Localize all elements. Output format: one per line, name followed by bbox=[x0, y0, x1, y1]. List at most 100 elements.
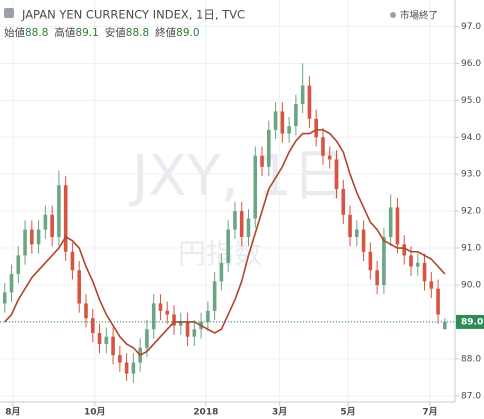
candle-body bbox=[233, 211, 237, 230]
candle-body bbox=[375, 270, 379, 285]
candle-body bbox=[23, 229, 27, 256]
candle-body bbox=[9, 273, 14, 293]
candle-body bbox=[361, 229, 366, 252]
x-tick-label: 5月 bbox=[340, 407, 355, 418]
y-tick-label: 92.0 bbox=[461, 207, 481, 217]
candle-body bbox=[131, 362, 136, 374]
candle-body bbox=[50, 214, 54, 237]
candle-body bbox=[287, 126, 291, 134]
candle-body bbox=[172, 314, 176, 326]
candle-body bbox=[260, 155, 264, 167]
candle-body bbox=[36, 229, 41, 245]
y-tick-label: 88.0 bbox=[461, 354, 481, 364]
candle-body bbox=[415, 262, 420, 267]
x-tick-label: 10月 bbox=[84, 407, 106, 418]
candle-body bbox=[43, 214, 48, 230]
candle-body bbox=[206, 310, 210, 322]
candle-body bbox=[395, 207, 400, 245]
candle-body bbox=[30, 229, 34, 245]
candle-body bbox=[226, 229, 230, 263]
marks bbox=[0, 63, 455, 383]
candle-body bbox=[443, 321, 447, 330]
candle-body bbox=[2, 292, 7, 304]
candle-body bbox=[294, 104, 298, 127]
candle-body bbox=[355, 229, 359, 237]
candle-body bbox=[185, 321, 190, 337]
x-tick-label: 8月 bbox=[5, 407, 20, 418]
last-price-badge bbox=[456, 314, 484, 329]
candle-body bbox=[341, 188, 346, 215]
candle-body bbox=[70, 251, 75, 271]
header-value: 89.0 bbox=[176, 27, 199, 39]
candle-body bbox=[90, 318, 95, 333]
header-label: 終値 bbox=[155, 26, 176, 39]
candle-body bbox=[118, 355, 122, 363]
candle-body bbox=[280, 111, 285, 134]
candle-body bbox=[402, 244, 407, 256]
y-tick-label: 91.0 bbox=[461, 244, 481, 254]
candle-body bbox=[253, 155, 258, 219]
header-label: 始値 bbox=[4, 26, 25, 39]
candle-body bbox=[178, 321, 183, 326]
candle-body bbox=[77, 270, 82, 304]
candle-body bbox=[429, 281, 434, 289]
moving-average bbox=[4, 129, 446, 357]
flag-icon bbox=[4, 8, 14, 18]
candle-body bbox=[307, 85, 312, 119]
candle-body bbox=[111, 336, 115, 356]
candle-body bbox=[334, 159, 339, 189]
y-tick-label: 87.0 bbox=[461, 391, 481, 401]
header-label: 高値 bbox=[54, 26, 75, 39]
candle-body bbox=[348, 214, 352, 237]
candle-body bbox=[84, 303, 88, 319]
candle-body bbox=[219, 262, 224, 282]
candle-body bbox=[246, 218, 251, 237]
ohlc-header: 始値 88.8 高値 89.1 安値 88.8 終値 89.0 bbox=[4, 26, 200, 39]
header-value: 88.8 bbox=[25, 27, 48, 39]
y-tick-label: 95.0 bbox=[461, 96, 481, 106]
candle-body bbox=[63, 185, 68, 252]
x-tick-label: 3月 bbox=[272, 407, 287, 418]
candle-body bbox=[151, 303, 156, 330]
candle-body bbox=[436, 288, 440, 315]
candle-body bbox=[267, 129, 271, 167]
y-tick-label: 96.0 bbox=[461, 59, 481, 69]
candle-body bbox=[124, 362, 129, 374]
candle-body bbox=[192, 329, 197, 337]
candle-body bbox=[57, 185, 61, 237]
candle-body bbox=[382, 236, 386, 285]
market-status: 市場終了 bbox=[400, 10, 438, 22]
candle-body bbox=[422, 262, 427, 282]
candle-body bbox=[300, 85, 305, 105]
y-tick-label: 97.0 bbox=[461, 22, 481, 32]
candle-body bbox=[314, 118, 318, 138]
last-price-label: 89.0 bbox=[461, 317, 483, 327]
x-tick-label: 2018 bbox=[193, 408, 218, 418]
candle-body bbox=[97, 332, 102, 345]
candle-body bbox=[409, 255, 413, 267]
candle-body bbox=[165, 310, 170, 315]
chart-title: JAPAN YEN CURRENCY INDEX, 1日, TVC bbox=[21, 8, 245, 22]
candle-body bbox=[388, 207, 393, 237]
candle-body bbox=[104, 336, 109, 345]
status-dot bbox=[390, 12, 396, 18]
candle-body bbox=[368, 251, 373, 271]
header-label: 安値 bbox=[105, 26, 126, 39]
x-tick-label: 7月 bbox=[422, 407, 437, 418]
candle-body bbox=[212, 281, 217, 311]
candle-body bbox=[16, 255, 21, 274]
candle-body bbox=[239, 211, 244, 237]
header-value: 88.8 bbox=[126, 27, 149, 39]
watermark: JXY, 1日 bbox=[129, 144, 348, 209]
y-tick-label: 94.0 bbox=[461, 133, 481, 143]
candle-body bbox=[158, 303, 163, 311]
candle-body bbox=[321, 137, 325, 156]
candle-body bbox=[273, 111, 278, 130]
candle-body bbox=[145, 329, 149, 348]
header-value: 89.1 bbox=[75, 27, 98, 39]
y-tick-label: 93.0 bbox=[461, 170, 481, 180]
candle-body bbox=[327, 155, 332, 160]
y-tick-label: 90.0 bbox=[461, 280, 481, 290]
